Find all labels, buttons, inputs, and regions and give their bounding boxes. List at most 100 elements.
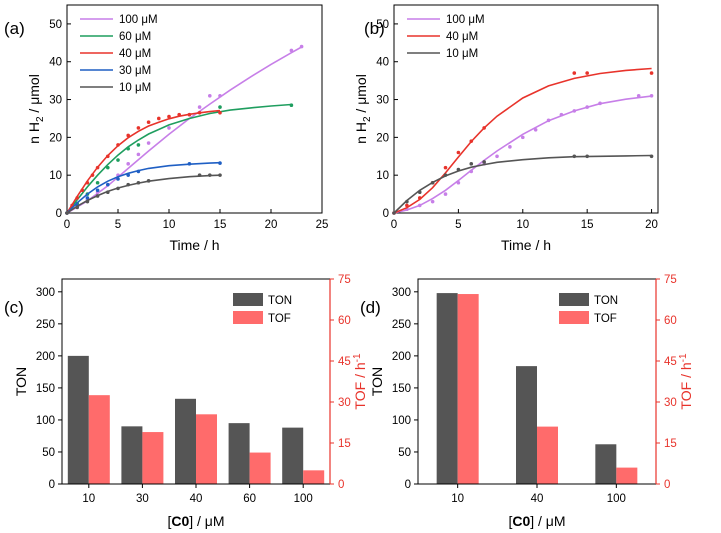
left-y-tick-label: 200	[36, 351, 55, 363]
x-tick-label: 0	[64, 219, 70, 231]
data-point	[95, 180, 100, 185]
bar-ton-100	[595, 444, 617, 484]
legend-label: 10 μM	[119, 82, 151, 94]
right-y-axis-label: TOF / h-1	[678, 353, 694, 410]
data-point	[218, 173, 222, 177]
panel-d-ton-tof-bar-chart: (d) 10 40 100 0 50 100 150 200 250 300 0 15 30 45 60 75 T…	[360, 274, 694, 529]
y-tick-label: 20	[49, 132, 62, 144]
data-point	[417, 203, 422, 208]
data-point	[649, 93, 654, 98]
data-point	[116, 186, 120, 191]
series-10uM	[65, 173, 222, 215]
bar-ton-30	[121, 426, 143, 484]
data-point	[430, 180, 435, 185]
data-point	[95, 188, 100, 193]
x-tick-label: 40	[190, 493, 203, 505]
right-y-tick-label: 45	[338, 356, 351, 368]
data-point	[146, 179, 151, 183]
data-point	[167, 114, 171, 119]
right-y-tick-label: 30	[664, 397, 677, 409]
data-point	[585, 154, 589, 159]
y-tick-label: 40	[376, 57, 389, 69]
left-y-axis-label: TON	[13, 367, 29, 396]
data-point	[126, 133, 130, 138]
data-point	[546, 118, 551, 123]
y-tick-label: 30	[376, 95, 389, 107]
y-tick-label: 10	[376, 170, 389, 182]
x-tick-label: 15	[214, 219, 227, 231]
bar-tof-60	[249, 452, 271, 484]
x-tick-label: 5	[455, 219, 461, 231]
left-y-tick-label: 250	[36, 319, 55, 331]
left-y-axis-label: TON	[369, 367, 385, 396]
data-point	[85, 199, 90, 204]
legend-label: 100 μM	[446, 14, 485, 26]
fit-line	[66, 109, 221, 214]
x-tick-label: 10	[82, 493, 95, 505]
legend-swatch	[233, 293, 263, 306]
x-tick-label: 100	[607, 493, 626, 505]
panel-b-time-course-chart: (b) 0 5 10 15 20 0 10 20 30 40 50 Time / h n H2 / μmo…	[353, 4, 659, 253]
legend-swatch	[233, 311, 263, 324]
bar-tof-40	[196, 414, 217, 484]
data-point	[95, 194, 100, 198]
data-point	[585, 71, 589, 75]
y-tick-label: 30	[49, 95, 62, 107]
series-30uM	[65, 161, 222, 215]
left-y-tick-label: 250	[392, 319, 411, 331]
series-100uM	[392, 93, 654, 215]
data-point	[572, 109, 577, 113]
x-tick-label: 10	[451, 493, 464, 505]
data-point	[443, 192, 448, 196]
data-point	[126, 146, 130, 151]
x-tick-label: 0	[391, 219, 397, 231]
y-tick-label: 10	[49, 170, 62, 182]
legend-label: 30 μM	[119, 65, 151, 77]
bar-ton-60	[228, 423, 250, 484]
legend-label: TOF	[594, 313, 617, 325]
data-point	[405, 203, 409, 208]
data-point	[443, 165, 448, 170]
data-point	[405, 199, 409, 204]
data-point	[559, 112, 564, 117]
data-point	[482, 126, 486, 130]
right-y-tick-label: 0	[338, 479, 344, 491]
right-y-tick-label: 75	[664, 274, 677, 286]
left-y-tick-label: 0	[49, 479, 55, 491]
series-40uM	[392, 67, 654, 215]
left-y-tick-label: 0	[405, 479, 411, 491]
data-point	[106, 154, 110, 159]
x-tick-label: 15	[581, 219, 594, 231]
data-point	[116, 158, 120, 162]
data-point	[482, 160, 486, 164]
data-point	[136, 169, 141, 174]
legend-label: 40 μM	[119, 48, 151, 60]
data-point	[456, 180, 461, 185]
legend-label: 60 μM	[119, 31, 151, 43]
panel-label: (d)	[360, 298, 381, 317]
data-point	[106, 165, 110, 170]
data-point	[289, 48, 294, 53]
data-point	[146, 120, 151, 125]
data-point	[469, 139, 474, 143]
data-point	[208, 93, 212, 98]
series-60uM	[65, 103, 294, 215]
data-point	[299, 44, 304, 49]
data-point	[65, 211, 69, 215]
fit-line	[66, 174, 221, 214]
y-tick-label: 50	[376, 19, 389, 31]
data-point	[456, 150, 461, 155]
plot-frame	[66, 4, 323, 214]
data-point	[90, 173, 95, 177]
data-point	[208, 173, 212, 177]
right-y-tick-label: 75	[338, 274, 351, 286]
y-tick-label: 50	[49, 19, 62, 31]
data-point	[508, 145, 512, 149]
bar-tof-100	[303, 470, 325, 484]
data-point	[218, 93, 222, 98]
data-point	[136, 180, 141, 185]
panel-c-ton-tof-bar-chart: (c) 10 30 40 60 100 0 50 100 150 200 250 300 0 15 30 45 6…	[4, 274, 368, 529]
data-point	[85, 196, 90, 200]
fit-line	[393, 67, 652, 214]
